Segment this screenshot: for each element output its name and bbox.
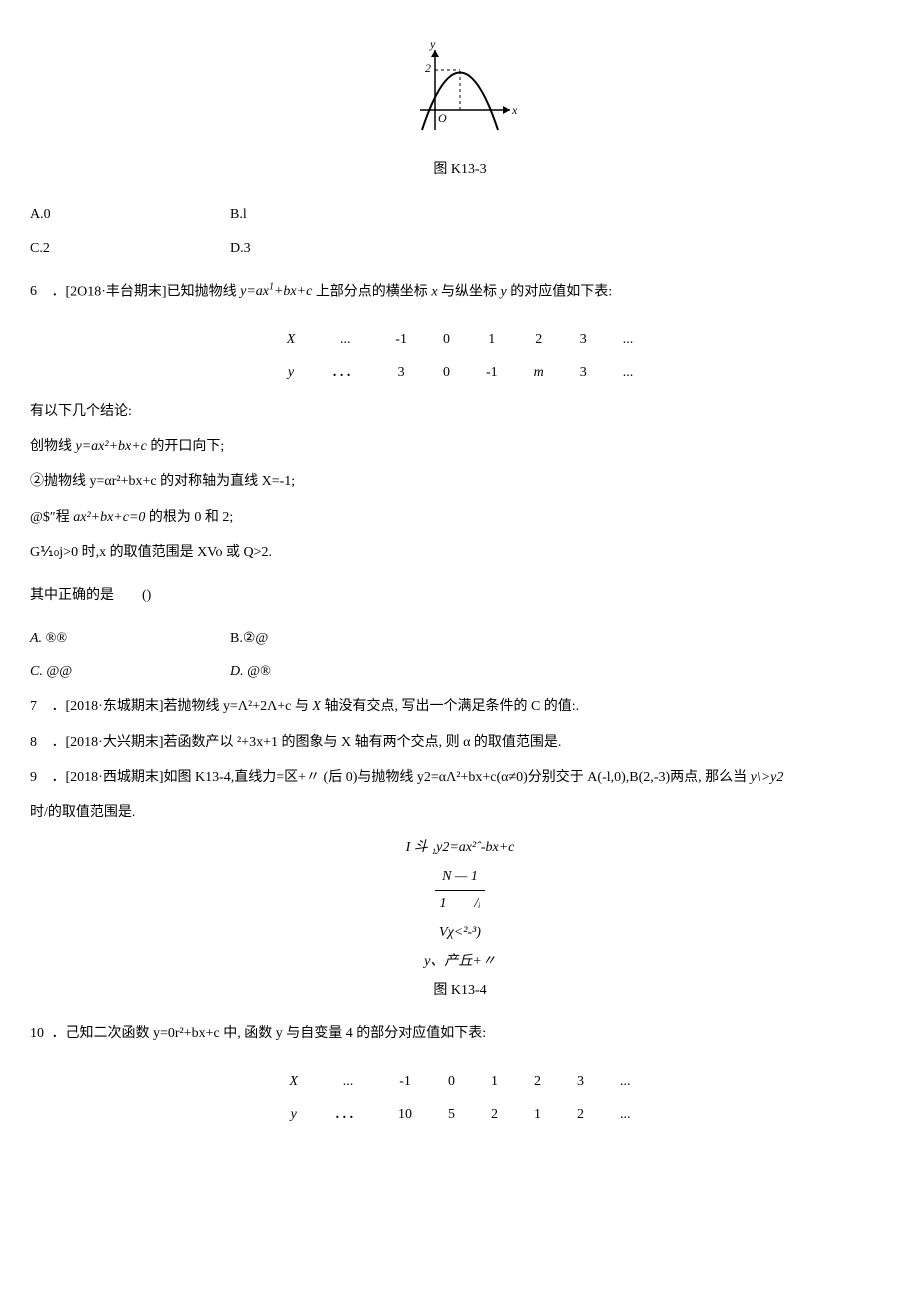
q6-table: X ... -1 0 1 2 3 ... y ．．． 3 0 -1 m 3 ..… — [30, 323, 890, 389]
q10-th-x: X — [271, 1065, 316, 1098]
q8-num: 8 — [30, 730, 48, 755]
option-b: B.l — [230, 202, 430, 227]
axis-x-label: x — [511, 103, 518, 117]
q5-options-row1: A.0 B.l — [30, 202, 890, 227]
option-a: A.0 — [30, 202, 230, 227]
q6: 6 ．[2O18·丰台期末]已知抛物线 y=ax1+bx+c 上部分点的横坐标 … — [30, 279, 890, 305]
q9-fig-line3: Vχ<²-³) — [30, 920, 890, 945]
q6-options-row2: C. @@ D. @® — [30, 659, 890, 684]
q6-opt-c: C. @@ — [30, 659, 230, 684]
q6-opt-b: B.②@ — [230, 626, 430, 651]
q9-num: 9 — [30, 765, 48, 790]
q9-text: ．[2018·西城期末]如图 K13-4,直线力=区+〃 (后 0)与抛物线 y… — [52, 770, 784, 785]
q6-c2: ②抛物线 y=αr²+bx+c 的对称轴为直线 X=-1; — [30, 469, 890, 494]
q6-opt-d: D. @® — [230, 659, 430, 684]
y-tick-2: 2 — [425, 61, 431, 75]
q9: 9 ．[2018·西城期末]如图 K13-4,直线力=区+〃 (后 0)与抛物线… — [30, 765, 890, 790]
q7-text: ．[2018·东城期末]若抛物线 y=Λ²+2Λ+c 与 X 轴没有交点, 写出… — [52, 699, 580, 714]
q9-text2: 时/的取值范围是. — [30, 800, 890, 825]
q9-fig-line1: I 斗 ₁y2=ax²ˆ-bx+c — [30, 835, 890, 860]
q6-ask: 其中正确的是 () — [30, 583, 890, 608]
q9-fig-line4: y、产丘+〃 — [30, 949, 890, 974]
q8: 8 ．[2018·大兴期末]若函数产以 ²+3x+1 的图象与 X 轴有两个交点… — [30, 730, 890, 755]
q6-th-y: y — [269, 356, 314, 389]
q7: 7 ．[2018·东城期末]若抛物线 y=Λ²+2Λ+c 与 X 轴没有交点, … — [30, 694, 890, 719]
q10-text: ．己知二次函数 y=0r²+bx+c 中, 函数 y 与自变量 4 的部分对应值… — [52, 1026, 487, 1041]
origin-label: O — [438, 111, 447, 125]
q10-th-y: y — [271, 1098, 316, 1131]
q10-num: 10 — [30, 1021, 48, 1046]
q6-text: ．[2O18·丰台期末]已知抛物线 y=ax1+bx+c 上部分点的横坐标 x … — [52, 284, 613, 299]
q8-text: ．[2018·大兴期末]若函数产以 ²+3x+1 的图象与 X 轴有两个交点, … — [52, 735, 562, 750]
axis-y-label: y — [429, 40, 436, 51]
q10-table: X ... -1 0 1 2 3 ... y ．．． 10 5 2 1 2 ..… — [30, 1065, 890, 1131]
q6-c1: 创物线 y=ax²+bx+c 的开口向下; — [30, 434, 890, 459]
q7-num: 7 — [30, 694, 48, 719]
q10: 10 ．己知二次函数 y=0r²+bx+c 中, 函数 y 与自变量 4 的部分… — [30, 1021, 890, 1046]
q6-c4: G⅒j>0 时,x 的取值范围是 XVo 或 Q>2. — [30, 540, 890, 565]
q6-options-row1: A. ®® B.②@ — [30, 626, 890, 651]
q6-num: 6 — [30, 279, 48, 304]
figure-k13-3: 2 y x O 图 K13-3 — [30, 40, 890, 182]
figure-k13-3-caption: 图 K13-3 — [30, 157, 890, 182]
q9-fig-caption: 图 K13-4 — [30, 978, 890, 1003]
q6-opt-a: A. ®® — [30, 626, 230, 651]
option-c: C.2 — [30, 236, 230, 261]
parabola-figure: 2 y x O — [400, 40, 520, 140]
q9-fig-frac: N — 1 1 /ᵢ — [30, 864, 890, 915]
q6-th-x: X — [269, 323, 314, 356]
q5-options-row2: C.2 D.3 — [30, 236, 890, 261]
q6-conclusion-title: 有以下几个结论: — [30, 399, 890, 424]
q6-c3: @$″程 ax²+bx+c=0 的根为 0 和 2; — [30, 505, 890, 530]
option-d: D.3 — [230, 236, 430, 261]
